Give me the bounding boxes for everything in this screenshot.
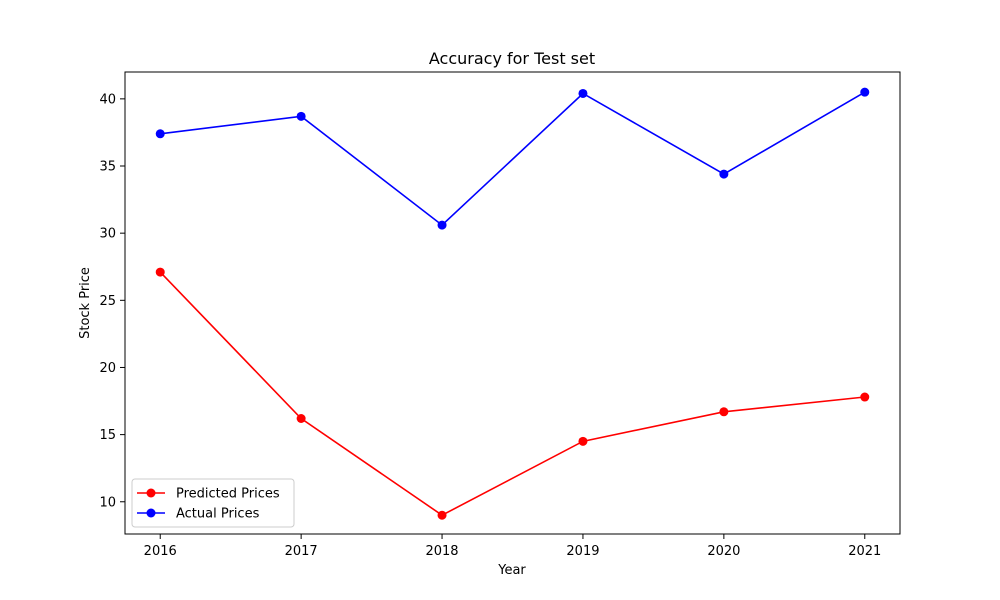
legend: Predicted Prices Actual Prices <box>131 478 295 528</box>
legend-item: Predicted Prices <box>137 487 280 502</box>
y-tick-label: 10 <box>99 495 116 510</box>
axes-frame <box>124 71 901 535</box>
data-point <box>860 87 870 97</box>
legend-item: Actual Prices <box>137 507 260 522</box>
series-line <box>159 271 865 517</box>
series-0 <box>155 267 870 520</box>
data-point <box>578 88 588 98</box>
y-axis-label: Stock Price <box>78 267 93 339</box>
y-tick-label: 30 <box>99 227 116 242</box>
plot-area <box>155 87 870 520</box>
x-tick-label: 2020 <box>707 544 740 559</box>
data-point <box>860 392 870 402</box>
x-tick-label: 2016 <box>144 544 177 559</box>
data-point <box>719 169 729 179</box>
y-tick-label: 35 <box>99 160 116 175</box>
chart-title: Accuracy for Test set <box>429 49 595 68</box>
data-point <box>437 510 447 520</box>
x-tick-label: 2019 <box>566 544 599 559</box>
y-tick-label: 20 <box>99 361 116 376</box>
y-tick-label: 15 <box>99 428 116 443</box>
legend-box <box>131 478 295 528</box>
x-tick-label: 2021 <box>848 544 881 559</box>
x-axis: 2016 2017 2018 2019 2020 2021 <box>144 534 881 559</box>
legend-marker <box>146 508 156 518</box>
series-line <box>160 91 866 227</box>
y-axis: 10 15 20 25 30 35 40 <box>99 92 125 510</box>
x-tick-label: 2018 <box>425 544 458 559</box>
data-point <box>437 220 447 230</box>
data-point <box>578 436 588 446</box>
series-1 <box>155 87 870 230</box>
data-point <box>296 111 306 121</box>
x-axis-label: Year <box>497 563 526 578</box>
data-point <box>155 129 165 139</box>
y-tick-label: 25 <box>99 294 116 309</box>
data-point <box>155 267 165 277</box>
y-tick-label: 40 <box>99 92 116 107</box>
legend-label: Actual Prices <box>176 507 260 522</box>
x-tick-label: 2017 <box>285 544 318 559</box>
legend-label: Predicted Prices <box>176 487 280 502</box>
data-point <box>719 407 729 417</box>
legend-marker <box>146 488 156 498</box>
data-point <box>296 414 306 423</box>
